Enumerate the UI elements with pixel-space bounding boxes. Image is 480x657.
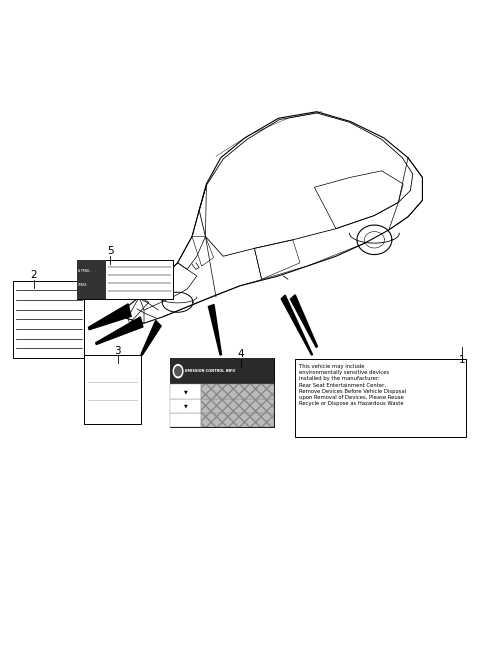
Text: ▼: ▼ bbox=[184, 389, 188, 394]
FancyBboxPatch shape bbox=[170, 399, 202, 413]
Circle shape bbox=[173, 365, 183, 378]
Text: EMISSION CONTROL INFO: EMISSION CONTROL INFO bbox=[185, 369, 235, 373]
Circle shape bbox=[175, 367, 181, 376]
FancyBboxPatch shape bbox=[77, 260, 173, 299]
FancyBboxPatch shape bbox=[202, 413, 274, 427]
Polygon shape bbox=[88, 304, 131, 330]
FancyBboxPatch shape bbox=[84, 355, 141, 424]
Polygon shape bbox=[290, 295, 317, 348]
FancyBboxPatch shape bbox=[77, 260, 106, 299]
Text: This vehicle may include
environmentally sensitive devices
installed by the manu: This vehicle may include environmentally… bbox=[299, 364, 406, 406]
FancyBboxPatch shape bbox=[170, 384, 202, 399]
Text: 1: 1 bbox=[458, 355, 465, 365]
FancyBboxPatch shape bbox=[13, 281, 84, 358]
Polygon shape bbox=[208, 304, 221, 355]
Text: A PRND₂: A PRND₂ bbox=[78, 269, 91, 273]
FancyBboxPatch shape bbox=[295, 359, 466, 437]
FancyBboxPatch shape bbox=[170, 358, 274, 384]
FancyBboxPatch shape bbox=[170, 358, 274, 427]
Polygon shape bbox=[96, 317, 143, 344]
Polygon shape bbox=[141, 321, 161, 355]
Text: 2: 2 bbox=[30, 269, 37, 280]
FancyBboxPatch shape bbox=[202, 384, 274, 399]
FancyBboxPatch shape bbox=[202, 399, 274, 413]
FancyBboxPatch shape bbox=[170, 413, 202, 427]
Text: ▼: ▼ bbox=[184, 403, 188, 408]
Text: 5: 5 bbox=[107, 246, 114, 256]
Polygon shape bbox=[124, 270, 160, 291]
Text: 4: 4 bbox=[238, 349, 244, 359]
Text: SPARK: SPARK bbox=[78, 283, 88, 287]
Text: 3: 3 bbox=[114, 346, 121, 356]
Polygon shape bbox=[281, 295, 312, 355]
